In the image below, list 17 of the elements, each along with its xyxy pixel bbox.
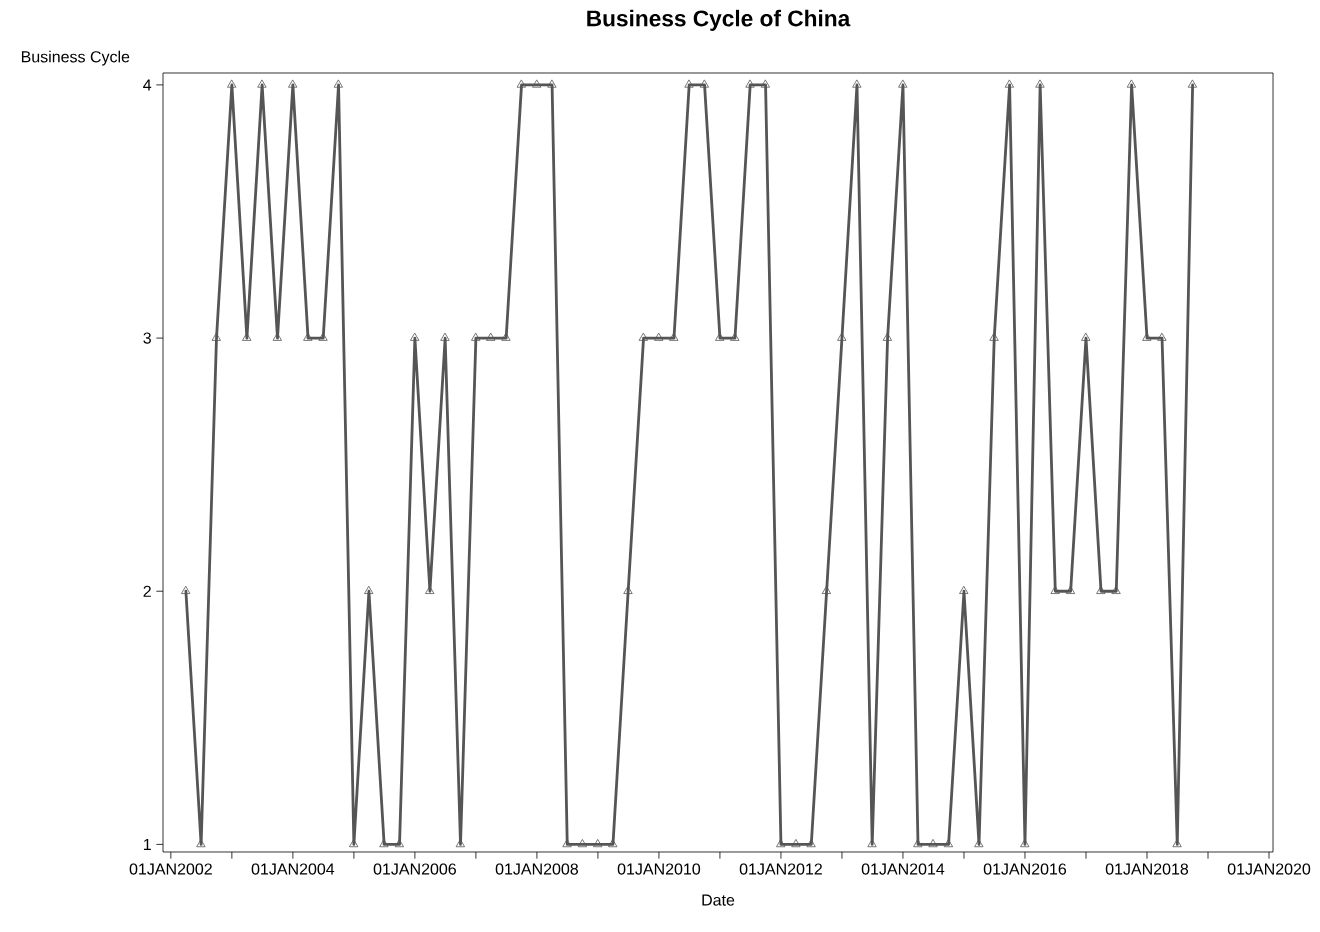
x-tick-label: 01JAN2016 bbox=[983, 863, 1067, 875]
chart-title: Business Cycle of China bbox=[587, 9, 851, 31]
y-tick-label: 2 bbox=[143, 585, 151, 597]
y-tick-label: 1 bbox=[143, 838, 151, 850]
x-tick-label: 01JAN2004 bbox=[251, 863, 335, 875]
x-axis-title: Date bbox=[702, 894, 735, 906]
x-tick-label: 01JAN2018 bbox=[1105, 863, 1189, 875]
x-tick-label: 01JAN2002 bbox=[129, 863, 212, 875]
x-tick-label: 01JAN2008 bbox=[495, 863, 578, 875]
y-tick-label: 4 bbox=[143, 79, 152, 91]
x-tick-label: 01JAN2014 bbox=[861, 863, 945, 875]
y-tick-label: 3 bbox=[143, 332, 151, 344]
x-tick-label: 01JAN2012 bbox=[739, 863, 822, 875]
y-axis-title: Business Cycle bbox=[21, 50, 130, 66]
x-tick-label: 01JAN2020 bbox=[1227, 863, 1311, 875]
x-tick-label: 01JAN2010 bbox=[617, 863, 701, 875]
x-tick-label: 01JAN2006 bbox=[373, 863, 456, 875]
